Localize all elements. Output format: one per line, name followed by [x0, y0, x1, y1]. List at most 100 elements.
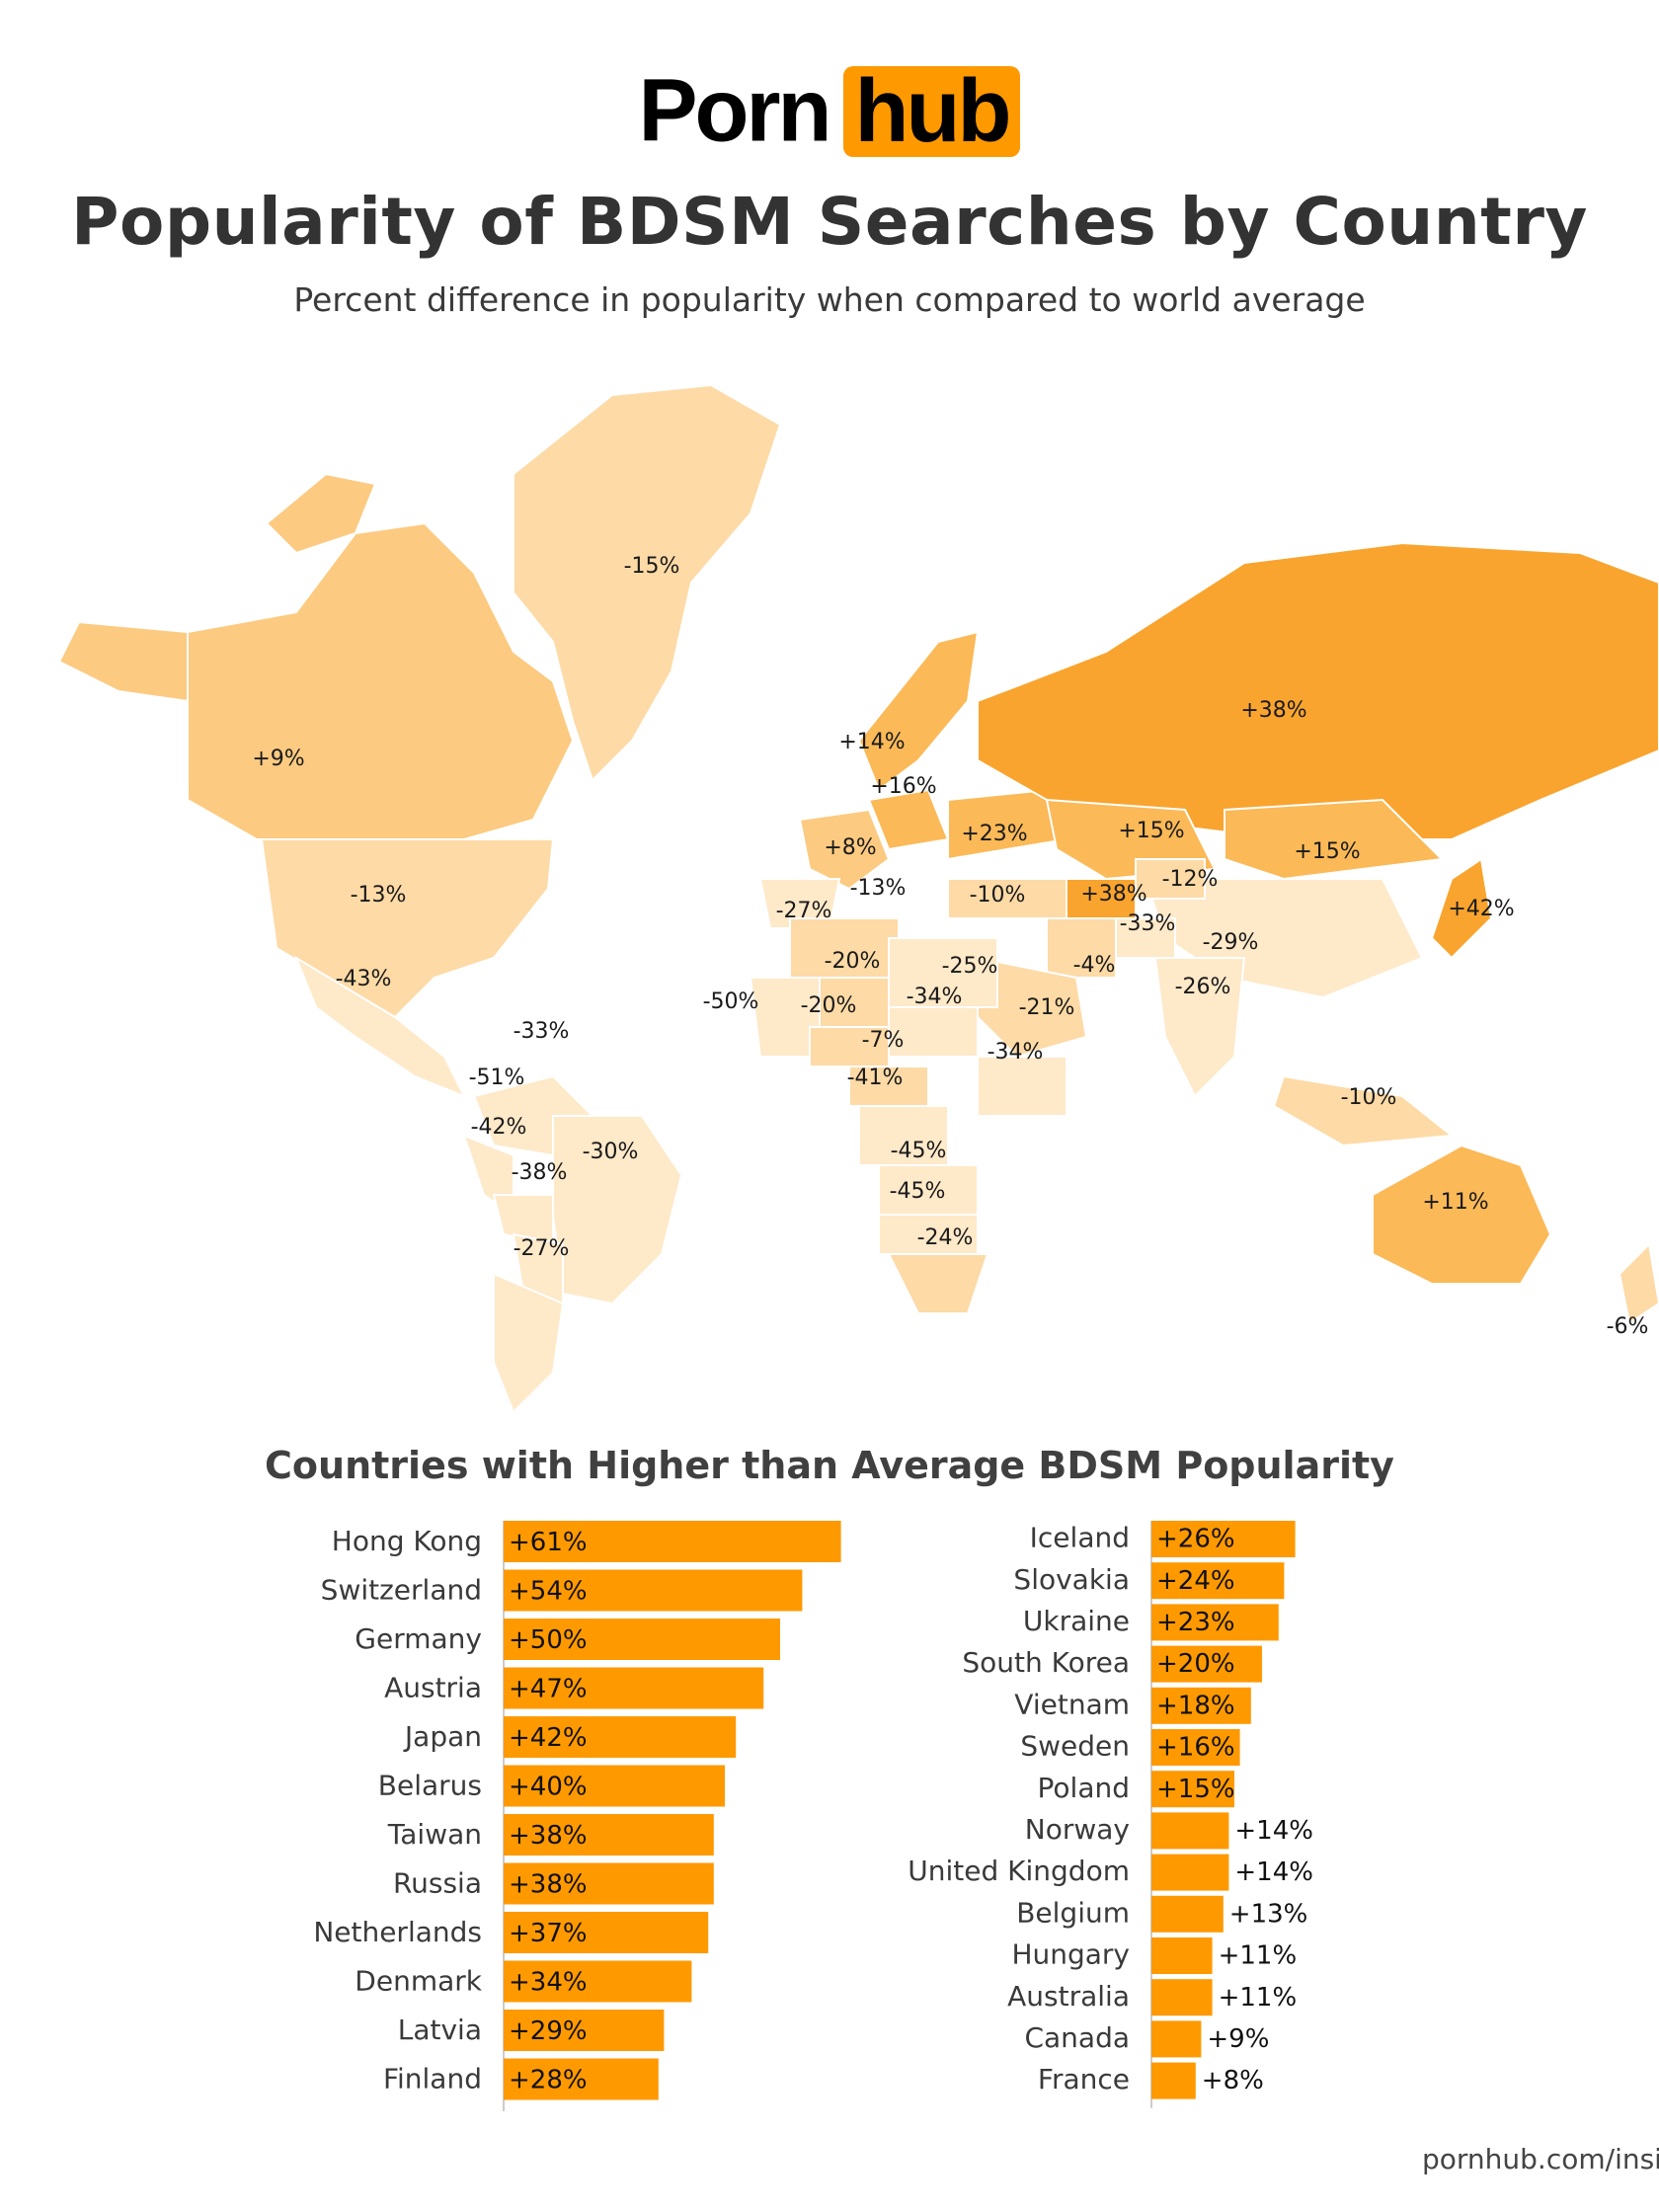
bar-value-canada: +9%: [1207, 2024, 1269, 2054]
map-region-canada: [265, 472, 377, 555]
bar-category-iceland: Iceland: [1030, 1522, 1130, 1554]
bar-denmark: [504, 1960, 692, 2003]
map-label-niger: -20%: [801, 993, 857, 1018]
bar-united-kingdom: [1151, 1854, 1229, 1891]
bar-vietnam: [1151, 1687, 1251, 1724]
bar-value-latvia: +29%: [509, 2016, 588, 2046]
map-label-colombia: -33%: [514, 1019, 570, 1044]
bar-category-hungary: Hungary: [1011, 1938, 1130, 1971]
map-label-russia: +38%: [1240, 698, 1306, 723]
bar-value-france: +8%: [1202, 2066, 1264, 2095]
bar-value-belarus: +40%: [509, 1773, 588, 1802]
bar-category-netherlands: Netherlands: [313, 1916, 482, 1948]
bar-value-australia: +11%: [1219, 1983, 1298, 2013]
bar-ukraine: [1151, 1604, 1279, 1641]
map-region-united-states: [260, 838, 555, 1019]
bar-taiwan: [504, 1814, 714, 1856]
map-region-russia: [977, 541, 1659, 840]
map-label-botswana: -45%: [890, 1179, 946, 1204]
bar-hong-kong: [504, 1521, 841, 1562]
map-region-greenland: [513, 383, 782, 782]
bar-category-united-kingdom: United Kingdom: [908, 1855, 1130, 1887]
bar-value-netherlands: +37%: [509, 1919, 588, 1948]
bar-value-russia: +38%: [509, 1870, 588, 1900]
map-label-mauritania: -50%: [703, 989, 759, 1014]
logo-text-hub: hub: [842, 66, 1021, 158]
map-label-congo: -41%: [847, 1066, 904, 1090]
map-label-mongolia: +15%: [1294, 839, 1360, 864]
map-region-argentina: [493, 1272, 565, 1414]
map-region-france: [798, 808, 891, 891]
map-label-brazil: -30%: [583, 1140, 639, 1164]
map-label-south-africa: -24%: [917, 1225, 974, 1250]
bar-value-denmark: +34%: [509, 1968, 588, 1998]
map-region-iran: [1046, 917, 1117, 979]
bar-finland: [504, 2058, 659, 2100]
map-region-australia: [1372, 1144, 1552, 1285]
map-label-nigeria: -7%: [862, 1028, 905, 1053]
map-label-turkey: -10%: [970, 883, 1026, 908]
bar-value-south-korea: +20%: [1156, 1649, 1235, 1679]
bar-sweden: [1151, 1729, 1240, 1766]
bar-category-taiwan: Taiwan: [387, 1818, 482, 1851]
map-region-canada: [57, 620, 189, 703]
map-label-greenland: -15%: [624, 554, 680, 579]
bar-value-finland: +28%: [509, 2066, 588, 2095]
bar-value-austria: +47%: [509, 1675, 588, 1704]
map-label-kazakhstan: +15%: [1118, 819, 1184, 843]
bar-category-poland: Poland: [1038, 1772, 1130, 1804]
map-label-kyrgyzstan: -12%: [1162, 867, 1219, 892]
bar-category-south-korea: South Korea: [962, 1646, 1130, 1679]
bar-value-vietnam: +18%: [1156, 1691, 1235, 1720]
map-region-libya: [888, 937, 998, 1008]
bar-category-austria: Austria: [384, 1672, 482, 1704]
brand-logo: Porn hub: [0, 55, 1659, 163]
bar-category-switzerland: Switzerland: [321, 1574, 482, 1607]
bar-france: [1151, 2062, 1196, 2099]
map-label-turkmenistan: +38%: [1080, 882, 1146, 907]
map-label-iran: -4%: [1073, 953, 1116, 978]
map-region-india: [1153, 957, 1246, 1098]
map-region-new-zealand: [1618, 1241, 1659, 1325]
bar-hungary: [1151, 1937, 1213, 1974]
bar-category-germany: Germany: [355, 1622, 482, 1655]
bar-netherlands: [504, 1912, 709, 1953]
bar-canada: [1151, 2020, 1202, 2058]
map-label-poland: +16%: [870, 774, 936, 799]
map-label-portugal: -27%: [776, 899, 832, 923]
bar-slovakia: [1151, 1562, 1285, 1600]
map-label-indonesia: -10%: [1341, 1085, 1397, 1110]
bar-category-france: France: [1038, 2063, 1130, 2095]
map-region-mexico: [293, 955, 467, 1098]
bar-value-hungary: +11%: [1219, 1941, 1298, 1971]
map-label-algeria: -13%: [850, 876, 907, 901]
map-label-france: +8%: [824, 835, 876, 860]
map-label-chad: -34%: [907, 985, 963, 1009]
map-label-saudi-arabia: -21%: [1019, 995, 1075, 1020]
bar-value-norway: +14%: [1234, 1816, 1313, 1846]
map-label-norway: +14%: [838, 730, 905, 754]
bar-value-japan: +42%: [509, 1723, 588, 1753]
map-region-south-africa: [887, 1253, 989, 1314]
map-region-japan: [1430, 857, 1493, 960]
bar-belarus: [504, 1765, 725, 1807]
logo-text-porn: Porn: [638, 61, 832, 161]
bar-category-sweden: Sweden: [1020, 1730, 1130, 1763]
map-label-australia: +11%: [1422, 1190, 1488, 1215]
map-label-paraguay: -38%: [512, 1160, 568, 1185]
bar-value-germany: +50%: [509, 1625, 588, 1655]
bar-value-iceland: +26%: [1156, 1525, 1235, 1554]
bar-japan: [504, 1716, 737, 1758]
bar-value-ukraine: +23%: [1156, 1608, 1235, 1637]
map-label-ethiopia: -34%: [988, 1040, 1044, 1065]
map-label-ukraine: +23%: [961, 822, 1027, 846]
bar-category-norway: Norway: [1025, 1813, 1130, 1846]
bars-title: Countries with Higher than Average BDSM …: [265, 1444, 1394, 1487]
bar-category-finland: Finland: [383, 2063, 482, 2095]
map-label-afghanistan: -33%: [1120, 911, 1176, 936]
bar-category-japan: Japan: [403, 1720, 482, 1753]
map-label-united-states: -13%: [351, 883, 407, 908]
map-region-brazil: [552, 1115, 683, 1305]
bar-latvia: [504, 2010, 665, 2051]
bar-poland: [1151, 1771, 1234, 1808]
